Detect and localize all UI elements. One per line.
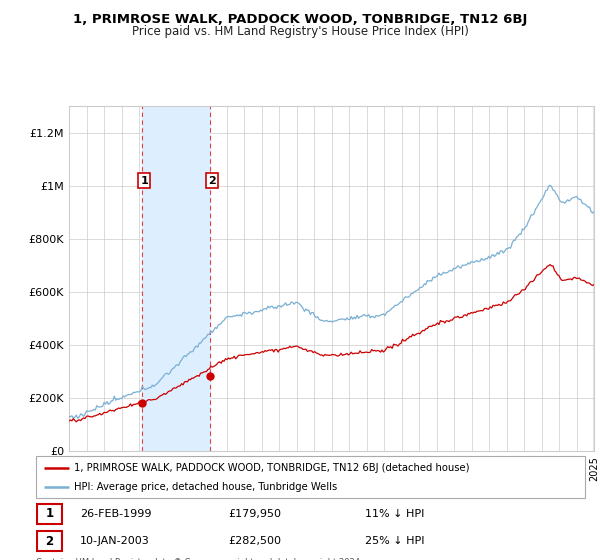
Text: £179,950: £179,950 <box>228 509 281 519</box>
Text: 1, PRIMROSE WALK, PADDOCK WOOD, TONBRIDGE, TN12 6BJ: 1, PRIMROSE WALK, PADDOCK WOOD, TONBRIDG… <box>73 13 527 26</box>
Bar <box>142 106 209 451</box>
FancyBboxPatch shape <box>37 504 62 524</box>
FancyBboxPatch shape <box>37 531 62 551</box>
Text: 10-JAN-2003: 10-JAN-2003 <box>80 536 149 546</box>
Text: 1: 1 <box>140 176 148 185</box>
Text: Price paid vs. HM Land Registry's House Price Index (HPI): Price paid vs. HM Land Registry's House … <box>131 25 469 38</box>
Text: 1, PRIMROSE WALK, PADDOCK WOOD, TONBRIDGE, TN12 6BJ (detached house): 1, PRIMROSE WALK, PADDOCK WOOD, TONBRIDG… <box>74 463 470 473</box>
Text: 2: 2 <box>208 176 216 185</box>
Text: Contains HM Land Registry data © Crown copyright and database right 2024.
This d: Contains HM Land Registry data © Crown c… <box>36 558 362 560</box>
Text: 2: 2 <box>46 535 53 548</box>
Text: 26-FEB-1999: 26-FEB-1999 <box>80 509 151 519</box>
FancyBboxPatch shape <box>36 456 585 498</box>
Text: 1: 1 <box>46 507 53 520</box>
Text: HPI: Average price, detached house, Tunbridge Wells: HPI: Average price, detached house, Tunb… <box>74 483 338 492</box>
Bar <box>593 106 594 451</box>
Text: 11% ↓ HPI: 11% ↓ HPI <box>365 509 425 519</box>
Text: 25% ↓ HPI: 25% ↓ HPI <box>365 536 425 546</box>
Text: £282,500: £282,500 <box>228 536 281 546</box>
